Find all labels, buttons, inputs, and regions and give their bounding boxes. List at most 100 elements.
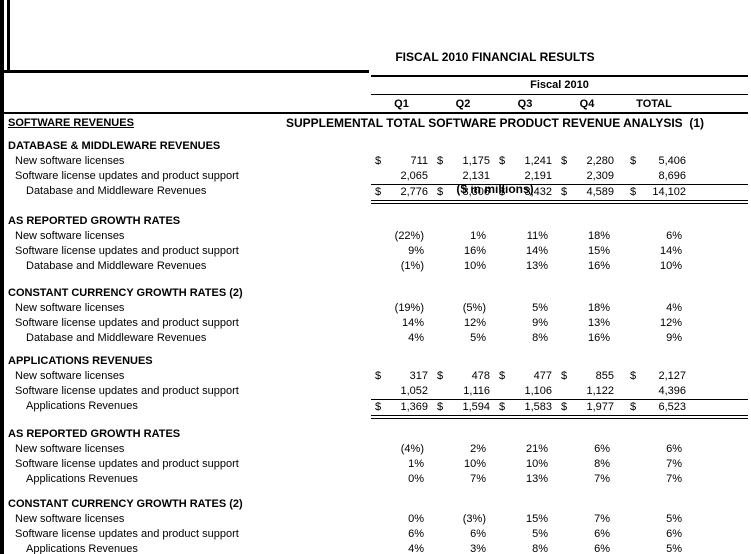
spacer	[0, 487, 748, 497]
table-row: Software license updates and product sup…	[0, 527, 748, 542]
table-row: New software licenses 0% (3%) 15% 7% 5%	[0, 512, 748, 527]
table-row: Applications Revenues 0% 7% 13% 7% 7%	[0, 472, 748, 487]
value-spacer	[690, 384, 748, 399]
column-header-group: Fiscal 2010 Q1 Q2 Q3 Q4 TOTAL	[371, 75, 748, 113]
cell-value: 1,175	[462, 155, 490, 167]
value-cell: 2,191	[524, 170, 552, 182]
value-spacer	[690, 400, 748, 415]
row-label: Software license updates and product sup…	[15, 528, 239, 540]
value-cell: $855	[556, 369, 618, 384]
value-cell: 6%	[408, 528, 424, 540]
value-cell: $711	[371, 154, 432, 169]
value-cell: 10%	[463, 458, 486, 470]
table-row: New software licenses (22%) 1% 11% 18% 6…	[0, 229, 748, 244]
value-cell: 5%	[532, 528, 548, 540]
row-label: New software licenses	[15, 370, 125, 382]
value-spacer	[690, 369, 748, 384]
constant-currency-growth-heading-2: CONSTANT CURRENCY GROWTH RATES (2)	[8, 498, 243, 510]
table-row: Software license updates and product sup…	[0, 169, 748, 184]
value-cell: 11%	[526, 230, 548, 242]
value-cell: $1,241	[494, 154, 556, 169]
value-cell: (4%)	[400, 443, 424, 455]
software-revenues-heading: SOFTWARE REVENUES	[8, 117, 134, 129]
applications-revenues-heading: APPLICATIONS REVENUES	[8, 355, 153, 367]
value-cell: $1,583	[494, 400, 556, 415]
value-cell: 7%	[666, 458, 682, 470]
spacer	[0, 346, 748, 354]
value-cell: 7%	[470, 473, 486, 485]
value-cell: (19%)	[394, 302, 424, 314]
table-row: Applications Revenues 4% 3% 8% 6% 5%	[0, 542, 748, 554]
value-cell: 12%	[659, 317, 682, 329]
currency-symbol: $	[437, 401, 444, 413]
value-cell: $1,369	[371, 400, 432, 415]
as-reported-growth-heading-1: AS REPORTED GROWTH RATES	[8, 215, 181, 227]
currency-symbol: $	[561, 370, 568, 382]
row-label: New software licenses	[15, 443, 125, 455]
row-values: 14% 12% 9% 13% 12%	[371, 316, 748, 331]
table-row: Software license updates and product sup…	[0, 316, 748, 331]
value-spacer	[690, 457, 748, 472]
row-values: 6% 6% 5% 6% 6%	[371, 527, 748, 542]
currency-symbol: $	[437, 155, 444, 167]
value-cell: 7%	[594, 513, 610, 525]
value-cell: 18%	[587, 230, 610, 242]
value-cell: 6%	[594, 543, 610, 554]
row-values: 4% 5% 8% 16% 9%	[371, 331, 748, 346]
value-cell: $2,127	[618, 369, 690, 384]
currency-symbol: $	[630, 401, 637, 413]
value-cell: 4%	[666, 302, 682, 314]
currency-symbol: $	[561, 186, 568, 198]
row-label: Applications Revenues	[26, 400, 138, 412]
row-label: New software licenses	[15, 230, 125, 242]
value-cell: 15%	[525, 513, 548, 525]
value-cell: (3%)	[462, 513, 486, 525]
value-spacer	[690, 542, 748, 554]
value-cell: 1,052	[400, 385, 428, 397]
row-values: (22%) 1% 11% 18% 6%	[371, 229, 748, 244]
row-values: 1% 10% 10% 8% 7%	[371, 457, 748, 472]
row-values: $711 $1,175 $1,241 $2,280 $5,406	[371, 154, 748, 169]
value-cell: 2,065	[400, 170, 428, 182]
value-spacer	[690, 229, 748, 244]
row-label: Applications Revenues	[26, 543, 138, 554]
value-spacer	[690, 331, 748, 346]
value-cell: 5%	[532, 302, 548, 314]
value-cell: 14%	[659, 245, 682, 257]
table-row: New software licenses $711 $1,175 $1,241…	[0, 154, 748, 169]
column-header-q4: Q4	[579, 98, 595, 110]
value-cell: $4,589	[556, 185, 618, 200]
row-label: Software license updates and product sup…	[15, 458, 239, 470]
table-row: Software license updates and product sup…	[0, 457, 748, 472]
row-label: New software licenses	[15, 302, 125, 314]
value-cell: 6%	[470, 528, 486, 540]
value-cell: $317	[371, 369, 432, 384]
value-spacer	[690, 301, 748, 316]
value-cell: (22%)	[394, 230, 424, 242]
cell-value: 1,369	[400, 401, 428, 413]
value-spacer	[690, 259, 748, 274]
value-spacer	[690, 185, 748, 200]
table-row: Software license updates and product sup…	[0, 244, 748, 259]
column-header-q1: Q1	[394, 98, 409, 110]
cell-value: 14,102	[652, 186, 686, 198]
value-cell: $1,175	[432, 154, 494, 169]
row-values: $2,776 $3,306 $3,432 $4,589 $14,102	[371, 184, 748, 204]
left-border-bar	[0, 0, 4, 554]
value-cell: 1%	[408, 458, 424, 470]
quarter-column-headers: Q1 Q2 Q3 Q4 TOTAL	[371, 95, 748, 113]
row-values: (19%) (5%) 5% 18% 4%	[371, 301, 748, 316]
value-spacer	[690, 244, 748, 259]
cell-value: 2,280	[586, 155, 614, 167]
column-header-spacer	[690, 95, 748, 113]
value-cell: 6%	[666, 528, 682, 540]
value-spacer	[690, 169, 748, 184]
value-cell: 4%	[408, 543, 424, 554]
value-cell: 8%	[594, 458, 610, 470]
value-cell: $1,594	[432, 400, 494, 415]
row-values: 9% 16% 14% 15% 14%	[371, 244, 748, 259]
currency-symbol: $	[630, 155, 637, 167]
value-cell: 4%	[408, 332, 424, 344]
currency-symbol: $	[499, 155, 506, 167]
row-label: Software license updates and product sup…	[15, 317, 239, 329]
